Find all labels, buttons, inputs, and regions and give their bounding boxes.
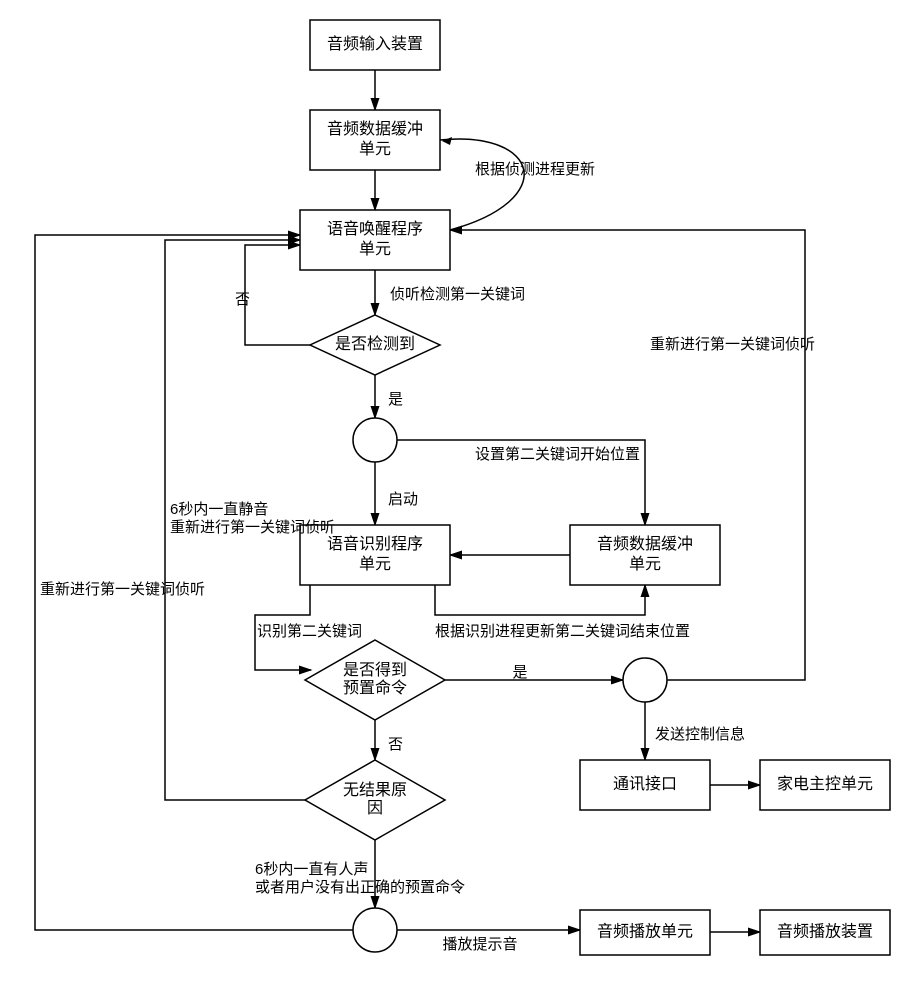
svg-text:播放提示音: 播放提示音 [442, 936, 517, 953]
n_buffer2 [570, 525, 720, 585]
svg-text:6秒内一直静音: 6秒内一直静音 [170, 501, 268, 518]
svg-text:语音识别程序: 语音识别程序 [327, 535, 423, 553]
svg-text:家电主控单元: 家电主控单元 [777, 775, 873, 793]
svg-text:6秒内一直有人声: 6秒内一直有人声 [255, 860, 368, 878]
svg-text:通讯接口: 通讯接口 [613, 775, 677, 793]
svg-text:重新进行第一关键词侦听: 重新进行第一关键词侦听 [170, 518, 335, 536]
svg-text:预置命令: 预置命令 [343, 679, 407, 697]
svg-text:单元: 单元 [359, 555, 391, 573]
svg-text:否: 否 [235, 291, 250, 308]
svg-text:单元: 单元 [629, 555, 661, 573]
svg-text:无结果原: 无结果原 [343, 781, 407, 799]
c_send [623, 658, 667, 702]
svg-text:是: 是 [388, 391, 403, 408]
svg-text:是否检测到: 是否检测到 [335, 335, 415, 353]
svg-text:根据识别进程更新第二关键词结束位置: 根据识别进程更新第二关键词结束位置 [435, 622, 690, 640]
n_buffer1 [310, 110, 440, 170]
svg-text:或者用户没有出正确的预置命令: 或者用户没有出正确的预置命令 [255, 878, 465, 896]
svg-text:单元: 单元 [359, 140, 391, 158]
svg-text:音频播放单元: 音频播放单元 [597, 923, 693, 941]
svg-text:否: 否 [388, 736, 403, 753]
svg-text:发送控制信息: 发送控制信息 [655, 726, 745, 743]
svg-text:识别第二关键词: 识别第二关键词 [257, 622, 362, 640]
c_prompt [353, 908, 397, 952]
svg-text:音频输入装置: 音频输入装置 [327, 35, 423, 53]
svg-text:重新进行第一关键词侦听: 重新进行第一关键词侦听 [650, 335, 815, 353]
feedback-curve [440, 139, 524, 230]
edge-8 [435, 585, 645, 615]
n_wakeup [300, 210, 450, 270]
svg-text:侦听检测第一关键词: 侦听检测第一关键词 [390, 285, 525, 303]
svg-text:音频播放装置: 音频播放装置 [777, 923, 873, 941]
svg-text:单元: 单元 [359, 240, 391, 258]
flowchart-canvas: 音频输入装置音频数据缓冲单元语音唤醒程序单元是否检测到语音识别程序单元音频数据缓… [0, 0, 897, 1000]
svg-text:设置第二关键词开始位置: 设置第二关键词开始位置 [475, 445, 640, 463]
svg-text:是: 是 [512, 664, 527, 681]
svg-text:启动: 启动 [388, 491, 418, 508]
c_start [353, 418, 397, 462]
svg-text:是否得到: 是否得到 [343, 661, 407, 679]
svg-text:因: 因 [367, 799, 383, 817]
svg-text:音频数据缓冲: 音频数据缓冲 [327, 120, 423, 138]
svg-text:音频数据缓冲: 音频数据缓冲 [597, 535, 693, 553]
svg-text:根据侦测进程更新: 根据侦测进程更新 [475, 161, 595, 178]
svg-text:重新进行第一关键词侦听: 重新进行第一关键词侦听 [40, 580, 205, 598]
svg-text:语音唤醒程序: 语音唤醒程序 [327, 220, 423, 238]
